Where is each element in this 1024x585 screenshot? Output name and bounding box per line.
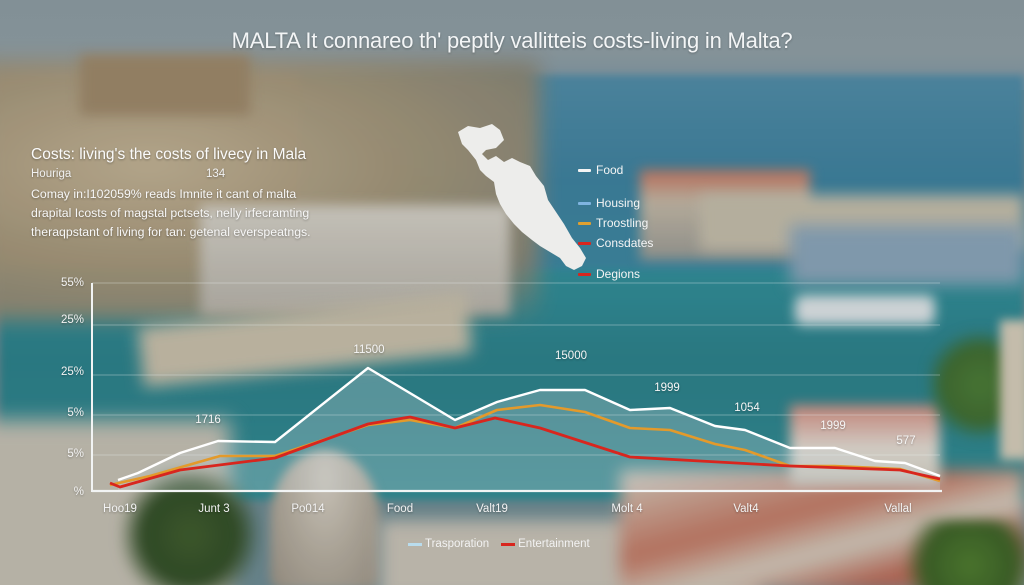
legend-item-troostling: Troostling [578,216,648,230]
legend-item-degions: Degions [578,267,640,281]
data-point-label: 15000 [555,350,587,362]
malta-map-icon [458,124,586,270]
bottom-legend: Trasporation Entertainment [408,538,602,550]
x-tick-label: Molt 4 [611,503,643,515]
intro-line: theraqpstant of living for tan: getenal … [31,225,311,239]
y-tick-label: 25% [60,366,84,378]
legend-swatch [578,168,591,172]
entertainment-series-line [109,415,941,489]
intro-panel: Costs: living's the costs of livecy in M… [31,146,391,242]
y-tick-label: % [73,486,84,498]
x-tick-label: Valt19 [476,503,508,515]
intro-paragraph: Comay in:I102059% reads Imnite it cant o… [31,185,391,242]
food-series-line [117,366,941,482]
legend-swatch [501,542,516,546]
legend-swatch [578,241,591,245]
legend-item-consdates: Consdates [578,236,653,250]
legend-swatch [578,272,591,276]
x-tick-label: Vallal [884,503,912,515]
food-area-fill [118,368,940,491]
y-tick-label: 5% [67,448,84,460]
tower-right [1000,320,1024,460]
y-tick-label: 5% [67,407,84,419]
legend-swatch [578,221,591,225]
legend-item-transportation: Trasporation [408,538,489,550]
fortress [80,55,250,115]
y-tick-label: 55% [60,277,84,289]
legend-swatch [408,542,422,546]
x-tick-label: Valt4 [733,503,759,515]
data-point-label: 1999 [820,420,846,432]
data-point-label: 1999 [654,382,680,394]
x-tick-label: Food [386,503,414,515]
intro-line: drapital Icosts of magstal pctsets, nell… [31,206,310,220]
legend-item-housing: Housing [578,196,640,210]
data-point-label: 1054 [734,402,760,414]
house-right [790,405,940,485]
x-tick-label: Junt 3 [198,503,230,515]
legend-item-food: Food [578,163,623,177]
intro-line: Comay in:I102059% reads Imnite it cant o… [31,187,297,201]
yacht [795,295,935,325]
legend-swatch [578,201,591,205]
page-title: MALTA It connareo th' peptly vallitteis … [231,28,793,53]
tree-bottom-right [900,520,1024,585]
x-tick-label: Po014 [291,503,325,515]
x-tick-label: Hoo19 [103,503,137,515]
legend-item-entertainment: Entertainment [501,538,590,550]
y-tick-label: 25% [60,314,84,326]
church-dome [270,450,380,585]
palm-tree [120,470,260,585]
data-point-label: 577 [896,435,916,447]
data-point-label: 11500 [353,344,385,356]
intro-stat-label: Houriga [31,168,72,180]
intro-stat: Houriga 134 [31,168,391,180]
intro-heading: Costs: living's the costs of livecy in M… [31,146,307,163]
moored-boats [790,225,1024,285]
data-point-label: 1716 [195,414,221,426]
intro-stat-value: 134 [206,168,226,180]
